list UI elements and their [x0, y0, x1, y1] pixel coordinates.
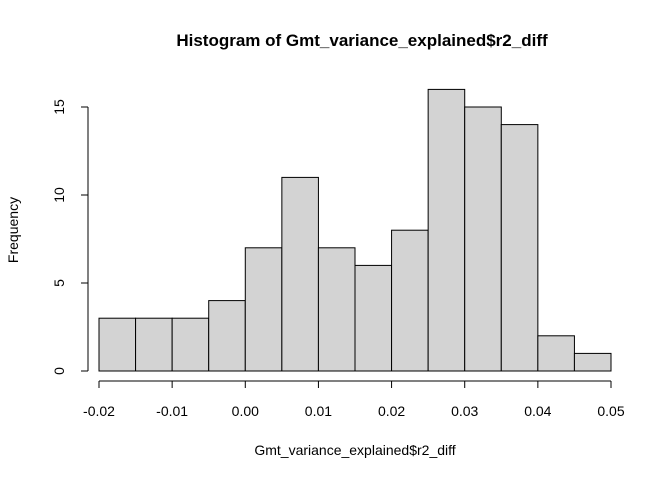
histogram-bar-11 [500, 124, 539, 372]
x-tick-label-2: 0.00 [232, 403, 259, 419]
bars-group [98, 88, 612, 372]
histogram-bar-2 [171, 317, 210, 372]
y-tick-label-2: 10 [51, 187, 67, 203]
x-tick-label-1: -0.01 [156, 403, 188, 419]
histogram-bar-7 [354, 264, 393, 372]
histogram-bar-3 [208, 300, 246, 372]
x-tick-label-7: 0.05 [597, 403, 624, 419]
x-axis-label: Gmt_variance_explained$r2_diff [254, 442, 455, 458]
histogram-bar-13 [573, 352, 612, 372]
y-tick-label-3: 15 [51, 99, 67, 115]
histogram-bar-8 [391, 229, 429, 372]
x-tick-label-0: -0.02 [83, 403, 115, 419]
x-tick-label-5: 0.03 [451, 403, 478, 419]
histogram-bar-5 [281, 176, 319, 372]
x-axis: -0.02 -0.01 0.00 0.01 0.02 0.03 0.04 0.05 [83, 380, 625, 419]
histogram-bar-6 [317, 247, 356, 372]
y-tick-label-0: 0 [51, 367, 67, 375]
x-tick-label-3: 0.01 [305, 403, 332, 419]
chart-title: Histogram of Gmt_variance_explained$r2_d… [176, 31, 548, 50]
x-tick-label-4: 0.02 [378, 403, 405, 419]
histogram-bar-0 [98, 317, 137, 372]
histogram-bar-10 [464, 106, 502, 372]
histogram-bar-12 [537, 335, 575, 372]
y-tick-label-1: 5 [51, 279, 67, 287]
histogram-bar-9 [427, 88, 466, 372]
x-tick-label-6: 0.04 [524, 403, 551, 419]
y-axis-label: Frequency [5, 197, 21, 263]
y-axis: 0 5 10 15 [51, 99, 89, 375]
histogram-bar-4 [244, 247, 283, 372]
histogram-bar-1 [135, 317, 173, 372]
